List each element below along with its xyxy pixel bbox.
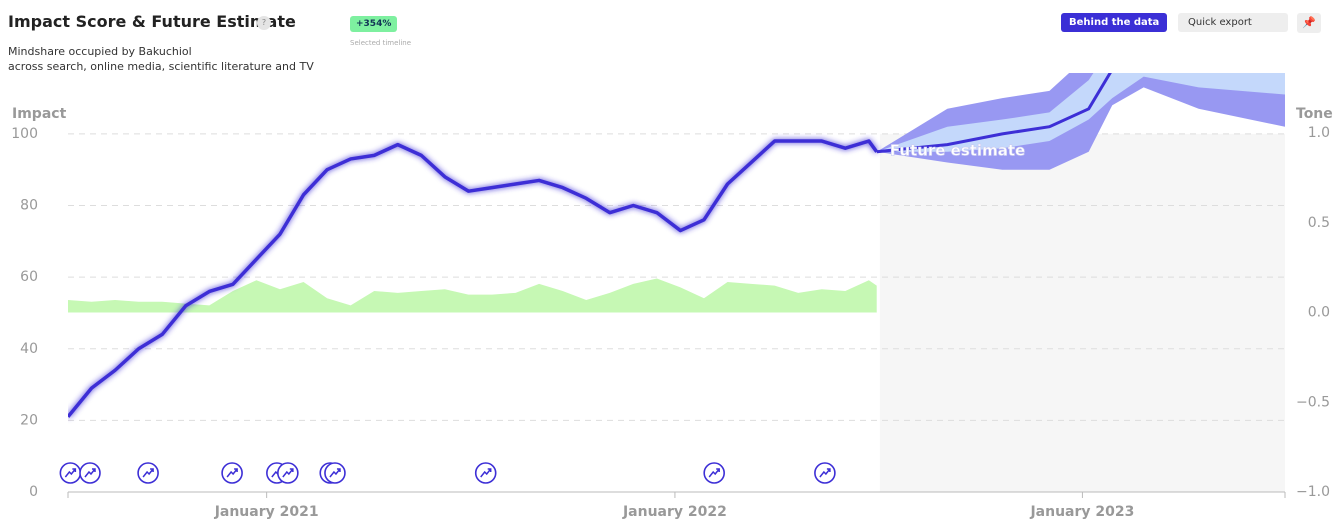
event-icon <box>329 468 341 478</box>
forecast-label: Future estimate <box>890 141 1025 159</box>
plot <box>68 73 1285 418</box>
event-marker[interactable] <box>474 462 497 484</box>
event-icon <box>142 468 154 478</box>
y-tick-label: 20 <box>20 412 38 428</box>
future-region <box>879 133 1285 492</box>
subtitle: Mindshare occupied by Bakuchiol across se… <box>8 44 314 74</box>
x-tick-label: January 2022 <box>622 504 727 520</box>
behind-data-button[interactable]: Behind the data <box>1061 13 1168 32</box>
y-tick-label: 0 <box>29 484 38 500</box>
y2-tick-label: −0.5 <box>1296 394 1330 410</box>
impact-line <box>68 139 879 418</box>
event-icon <box>819 468 831 478</box>
event-marker[interactable] <box>324 462 346 484</box>
event-icon <box>226 468 238 478</box>
pin-button[interactable]: 📌 <box>1297 13 1321 33</box>
event-marker[interactable] <box>137 462 159 484</box>
event-marker[interactable] <box>814 462 836 484</box>
help-icon[interactable]: ? <box>257 16 271 30</box>
event-marker[interactable] <box>277 462 299 484</box>
subtitle-line: across search, online media, scientific … <box>8 60 314 73</box>
y-tick-label: 40 <box>20 341 38 357</box>
tone-area <box>68 278 877 313</box>
y2-tick-label: 0.0 <box>1308 305 1330 321</box>
event-marker[interactable] <box>59 462 82 484</box>
y2-tick-label: 1.0 <box>1308 125 1330 141</box>
badge-caption: Selected timeline <box>350 39 412 47</box>
y-tick-label: 100 <box>11 126 38 142</box>
y2-tick-label: 0.5 <box>1308 215 1330 231</box>
event-icon <box>282 468 294 478</box>
y-axis-label: Impact <box>12 106 67 122</box>
event-icon <box>708 468 720 478</box>
event-icon <box>480 468 492 478</box>
y2-axis-label: Tone <box>1296 106 1333 122</box>
change-badge: +354% <box>350 16 398 32</box>
event-icon <box>64 468 77 478</box>
y2-tick-label: −1.0 <box>1296 484 1330 500</box>
export-button[interactable]: Quick export <box>1178 13 1288 32</box>
y-tick-label: 80 <box>20 198 38 214</box>
y-tick-label: 60 <box>20 269 38 285</box>
forecast-median <box>876 73 1112 154</box>
x-tick-label: January 2021 <box>214 504 319 520</box>
title: Impact Score & Future Estimate <box>8 12 296 31</box>
event-icon <box>84 468 96 478</box>
event-marker[interactable] <box>221 462 243 484</box>
subtitle-line: Mindshare occupied by Bakuchiol <box>8 45 192 58</box>
event-marker[interactable] <box>79 462 101 484</box>
event-marker[interactable] <box>703 462 725 484</box>
x-tick-label: January 2023 <box>1029 504 1134 520</box>
